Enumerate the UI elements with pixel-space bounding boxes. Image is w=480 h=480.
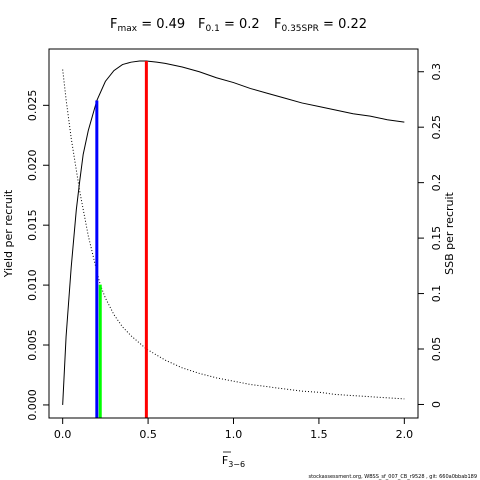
x-tick-label: 1.5	[310, 428, 328, 441]
title-fmax: Fmax = 0.49	[110, 17, 185, 34]
yield-per-recruit-curve	[62, 60, 405, 405]
y-right-tick-label: 0.15	[430, 226, 443, 251]
x-axis: 0.0 0.5 1.0 1.5 2.0	[54, 417, 414, 441]
reference-lines	[95, 60, 148, 418]
y-axis-right-label: SSB per recruit	[443, 191, 456, 274]
y-axis-left: 0.000 0.005 0.010 0.015 0.020 0.025	[26, 90, 50, 421]
footer-note: stockassessment.org, WBSS_sf_007_CB_r952…	[308, 474, 477, 480]
x-tick-label: 1.0	[225, 428, 243, 441]
y-right-tick-label: 0.25	[430, 115, 443, 140]
series-layer	[62, 60, 405, 405]
y-right-tick-label: 0.2	[430, 174, 443, 192]
y-left-tick-label: 0.015	[26, 209, 39, 241]
chart-title: Fmax = 0.49 F0.1 = 0.2 F0.35SPR = 0.22	[110, 17, 367, 34]
x-tick-label: 0.0	[54, 428, 72, 441]
y-right-tick-label: 0.1	[430, 285, 443, 303]
y-right-tick-label: 0.3	[430, 63, 443, 81]
title-f01: F0.1 = 0.2	[198, 17, 260, 34]
x-axis-label: F3−6	[222, 454, 245, 469]
y-axis-right: 0 0.05 0.1 0.15 0.2 0.25 0.3	[417, 63, 443, 408]
y-right-tick-label: 0	[430, 401, 443, 408]
y-left-tick-label: 0.025	[26, 90, 39, 122]
y-axis-left-label: Yield per recruit	[2, 189, 15, 278]
plot-frame	[48, 48, 419, 419]
y-right-tick-label: 0.05	[430, 337, 443, 362]
ssb-per-recruit-curve	[62, 69, 405, 400]
x-tick-label: 2.0	[396, 428, 414, 441]
y-left-tick-label: 0.005	[26, 329, 39, 361]
y-left-tick-label: 0.010	[26, 269, 39, 301]
y-left-tick-label: 0.020	[26, 149, 39, 181]
x-tick-label: 0.5	[139, 428, 157, 441]
title-f035spr: F0.35SPR = 0.22	[274, 17, 367, 34]
y-left-tick-label: 0.000	[26, 389, 39, 421]
